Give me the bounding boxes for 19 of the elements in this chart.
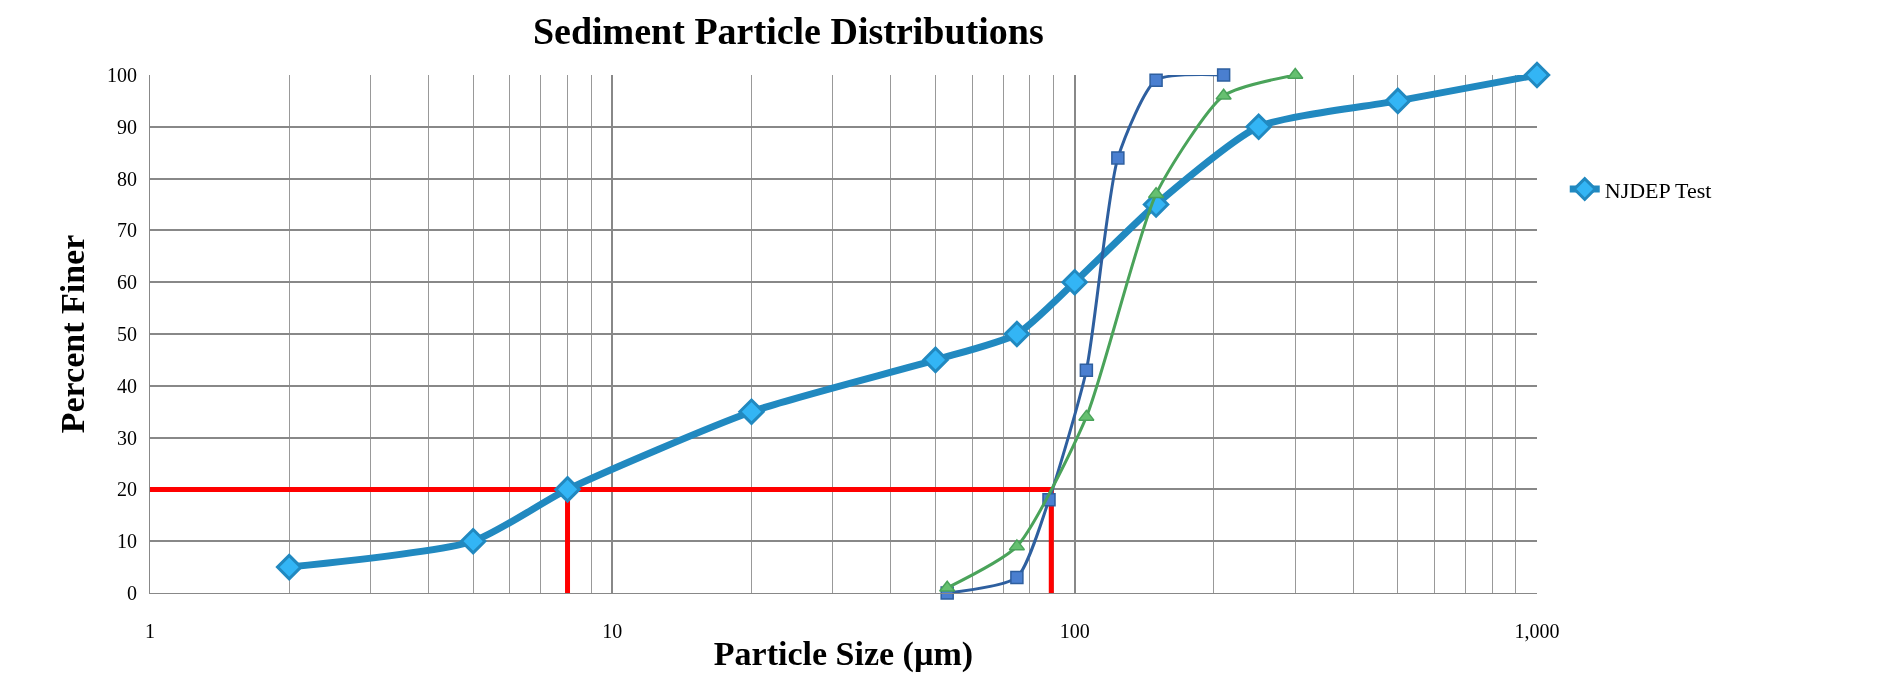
- x-tick-label: 1,000: [1514, 620, 1560, 642]
- y-tick-label: 50: [117, 323, 137, 345]
- y-tick-label: 20: [117, 478, 137, 501]
- chart-title: Sediment Particle Distributions: [532, 9, 1044, 52]
- legend-label: NJDEP Test: [1604, 177, 1712, 203]
- y-tick-label: 60: [117, 271, 137, 294]
- x-tick-label: 10: [602, 620, 623, 642]
- y-tick-label: 100: [107, 64, 137, 86]
- y-tick-label: 0: [127, 582, 137, 604]
- y-tick-label: 80: [117, 167, 137, 190]
- y-tick-label: 10: [117, 530, 137, 553]
- y-tick-label: 70: [117, 219, 137, 242]
- x-tick-label: 1: [145, 620, 155, 642]
- y-tick-label: 30: [117, 426, 137, 449]
- y-tick-label: 40: [117, 374, 137, 397]
- y-axis-title: Percent Finer: [53, 234, 91, 434]
- x-tick-label: 100: [1059, 620, 1090, 642]
- x-axis-title: Particle Size (µm): [713, 635, 974, 674]
- y-tick-label: 90: [117, 115, 137, 138]
